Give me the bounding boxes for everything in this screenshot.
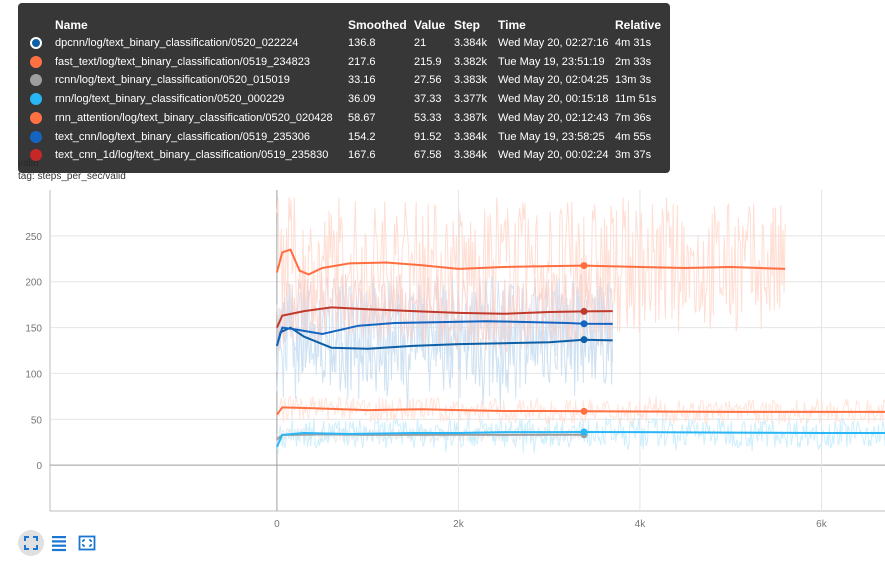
header-smoothed: Smoothed: [348, 18, 407, 32]
tooltip-time: Wed May 20, 00:15:18: [498, 93, 609, 106]
toggle-log-scale-button[interactable]: [46, 530, 72, 556]
tooltip-time: Tue May 19, 23:51:19: [498, 55, 605, 68]
tooltip-name: rcnn/log/text_binary_classification/0520…: [55, 74, 290, 87]
tooltip-step: 3.383k: [454, 74, 488, 87]
series-color-swatch: [30, 130, 42, 143]
tooltip-relative: 11m 51s: [615, 93, 657, 106]
chart-tag-label: tag: steps_per_sec/valid: [18, 171, 126, 182]
tooltip-relative: 4m 55s: [615, 130, 652, 143]
tooltip-time: Wed May 20, 02:27:16: [498, 37, 609, 49]
tooltip-name: rnn_attention/log/text_binary_classifica…: [55, 111, 333, 124]
tooltip-relative: 4m 31s: [615, 37, 652, 49]
series-color-swatch: [30, 37, 42, 49]
series-color-swatch: [30, 149, 42, 162]
tooltip-relative: 3m 37s: [615, 149, 652, 162]
y-tick-label: 0: [36, 461, 42, 472]
x-tick-label: 2k: [453, 519, 465, 530]
expand-chart-button[interactable]: [18, 530, 44, 556]
tooltip-relative: 7m 36s: [615, 111, 652, 124]
tooltip-time: Tue May 19, 23:58:25: [498, 130, 605, 143]
hover-point-marker: [580, 262, 588, 270]
tooltip-row: text_cnn_1d/log/text_binary_classificati…: [18, 149, 670, 167]
tooltip-value: 27.56: [414, 74, 442, 87]
hover-point-marker: [580, 336, 588, 344]
fit-domain-button[interactable]: [74, 530, 100, 556]
tooltip-name: dpcnn/log/text_binary_classification/052…: [55, 37, 299, 49]
tooltip-step: 3.384k: [454, 37, 488, 49]
x-tick-label: 4k: [635, 519, 647, 530]
tooltip-header-row: Name Smoothed Value Step Time Relative: [18, 18, 670, 36]
fit-to-data-icon: [78, 535, 96, 551]
tooltip-relative: 13m 3s: [615, 74, 652, 87]
tooltip-name: text_cnn_1d/log/text_binary_classificati…: [55, 149, 329, 162]
smoothed-series-line: [275, 320, 613, 347]
tooltip-row: text_cnn/log/text_binary_classification/…: [18, 130, 670, 149]
series-color-swatch: [30, 93, 42, 106]
tooltip-name: rnn/log/text_binary_classification/0520_…: [55, 93, 285, 106]
y-tick-label: 100: [25, 369, 42, 380]
tooltip-row: rnn_attention/log/text_binary_classifica…: [18, 111, 670, 130]
x-tick-label: 6k: [816, 519, 828, 530]
hover-point-marker: [580, 407, 588, 415]
tooltip-name: text_cnn/log/text_binary_classification/…: [55, 130, 311, 143]
header-time: Time: [498, 18, 526, 32]
smoothed-series-line: [275, 306, 613, 329]
smoothed-series-line: [276, 406, 885, 416]
tooltip-step: 3.384k: [454, 130, 488, 143]
tooltip-smoothed: 136.8: [348, 37, 376, 49]
tooltip-value: 53.33: [414, 111, 442, 124]
y-tick-label: 250: [25, 232, 42, 243]
header-name: Name: [55, 18, 88, 32]
tooltip-name: fast_text/log/text_binary_classification…: [55, 55, 311, 68]
tooltip-time: Wed May 20, 02:04:25: [498, 74, 609, 87]
raw-series-trace: [276, 395, 885, 425]
hover-point-marker: [580, 307, 588, 315]
tooltip-smoothed: 33.16: [348, 74, 376, 87]
raw-series-trace: [276, 272, 614, 353]
tooltip-step: 3.382k: [454, 55, 488, 68]
smoothed-series-line: [275, 430, 885, 448]
list-icon: [52, 536, 66, 552]
tooltip-smoothed: 167.6: [348, 149, 376, 162]
smoothed-series-line: [275, 248, 786, 276]
tooltip-value: 91.52: [414, 130, 442, 143]
y-tick-label: 50: [31, 415, 43, 426]
raw-series-trace: [276, 197, 786, 339]
tooltip-row: rnn/log/text_binary_classification/0520_…: [18, 93, 670, 111]
series-color-swatch: [30, 55, 42, 68]
fullscreen-icon: [24, 536, 38, 550]
header-value: Value: [414, 18, 446, 32]
tooltip-smoothed: 154.2: [348, 130, 376, 143]
header-relative: Relative: [615, 18, 662, 32]
header-step: Step: [454, 18, 481, 32]
tooltip-row: fast_text/log/text_binary_classification…: [18, 55, 670, 74]
tooltip-row: dpcnn/log/text_binary_classification/052…: [18, 37, 670, 55]
y-tick-label: 150: [25, 324, 42, 335]
tooltip-step: 3.377k: [454, 93, 488, 106]
tooltip-time: Wed May 20, 02:12:43: [498, 111, 609, 124]
tooltip-step: 3.384k: [454, 149, 488, 162]
tooltip-time: Wed May 20, 00:02:24: [498, 149, 609, 162]
tooltip-smoothed: 36.09: [348, 93, 376, 106]
tooltip-value: 37.33: [414, 93, 442, 106]
tooltip-smoothed: 217.6: [348, 55, 376, 68]
tooltip-step: 3.387k: [454, 111, 488, 124]
tooltip-value: 67.58: [414, 149, 442, 162]
hover-point-marker: [580, 320, 588, 328]
tooltip-relative: 2m 33s: [615, 55, 652, 68]
y-tick-label: 200: [25, 278, 42, 289]
series-color-swatch: [30, 74, 42, 87]
tooltip-value: 215.9: [414, 55, 442, 68]
tooltip-value: 21: [414, 37, 427, 49]
hover-point-marker: [580, 428, 588, 436]
hover-tooltip: Name Smoothed Value Step Time Relative d…: [18, 3, 670, 173]
x-tick-label: 0: [274, 519, 280, 530]
series-color-swatch: [30, 111, 42, 124]
tooltip-smoothed: 58.67: [348, 111, 376, 124]
tooltip-row: rcnn/log/text_binary_classification/0520…: [18, 74, 670, 92]
